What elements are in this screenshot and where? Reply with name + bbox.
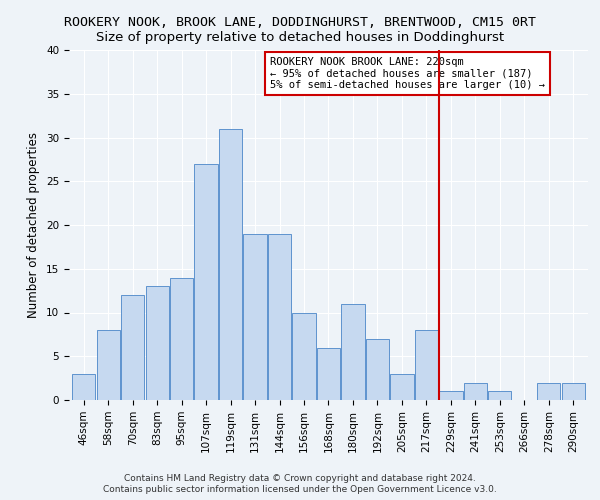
Bar: [72, 374, 95, 400]
Bar: [244, 234, 266, 400]
Bar: [317, 348, 340, 400]
Text: Contains HM Land Registry data © Crown copyright and database right 2024.
Contai: Contains HM Land Registry data © Crown c…: [103, 474, 497, 494]
Bar: [97, 330, 120, 400]
Bar: [464, 382, 487, 400]
Bar: [268, 234, 291, 400]
Bar: [488, 391, 511, 400]
Bar: [170, 278, 193, 400]
Text: ROOKERY NOOK, BROOK LANE, DODDINGHURST, BRENTWOOD, CM15 0RT: ROOKERY NOOK, BROOK LANE, DODDINGHURST, …: [64, 16, 536, 29]
Bar: [146, 286, 169, 400]
Bar: [292, 312, 316, 400]
Bar: [366, 339, 389, 400]
Bar: [121, 295, 144, 400]
Bar: [341, 304, 365, 400]
Bar: [537, 382, 560, 400]
Bar: [194, 164, 218, 400]
Bar: [562, 382, 585, 400]
Bar: [391, 374, 413, 400]
Y-axis label: Number of detached properties: Number of detached properties: [28, 132, 40, 318]
Text: ROOKERY NOOK BROOK LANE: 220sqm
← 95% of detached houses are smaller (187)
5% of: ROOKERY NOOK BROOK LANE: 220sqm ← 95% of…: [270, 57, 545, 90]
Text: Size of property relative to detached houses in Doddinghurst: Size of property relative to detached ho…: [96, 31, 504, 44]
Bar: [219, 129, 242, 400]
Bar: [415, 330, 438, 400]
Bar: [439, 391, 463, 400]
